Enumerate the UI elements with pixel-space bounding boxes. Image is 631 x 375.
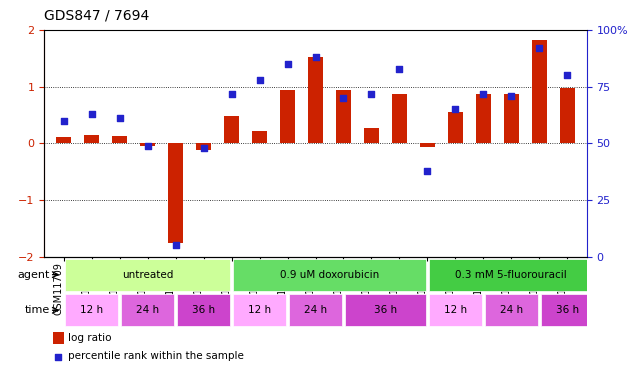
FancyBboxPatch shape xyxy=(65,259,230,291)
Text: log ratio: log ratio xyxy=(68,333,112,343)
Bar xyxy=(476,93,491,143)
FancyBboxPatch shape xyxy=(233,294,286,326)
FancyBboxPatch shape xyxy=(541,294,594,326)
Text: 12 h: 12 h xyxy=(80,305,103,315)
Bar xyxy=(392,93,407,143)
Bar xyxy=(224,116,239,143)
FancyBboxPatch shape xyxy=(345,294,426,326)
Text: percentile rank within the sample: percentile rank within the sample xyxy=(68,351,244,361)
Point xyxy=(394,66,404,72)
Point xyxy=(283,61,293,67)
Point xyxy=(170,243,180,249)
Point xyxy=(86,111,97,117)
Text: 0.9 uM doxorubicin: 0.9 uM doxorubicin xyxy=(280,270,379,280)
Text: agent: agent xyxy=(18,270,50,280)
Bar xyxy=(363,128,379,143)
Bar xyxy=(252,131,268,143)
Point xyxy=(254,77,264,83)
Bar xyxy=(280,90,295,143)
Point xyxy=(54,354,64,360)
Point xyxy=(338,95,348,101)
FancyBboxPatch shape xyxy=(233,259,426,291)
Text: 36 h: 36 h xyxy=(192,305,215,315)
Bar xyxy=(336,90,351,143)
Text: untreated: untreated xyxy=(122,270,174,280)
FancyBboxPatch shape xyxy=(429,294,482,326)
Bar xyxy=(140,143,155,146)
Bar xyxy=(56,136,71,143)
Bar xyxy=(531,40,547,143)
Point xyxy=(422,168,432,174)
FancyBboxPatch shape xyxy=(429,259,594,291)
Text: 36 h: 36 h xyxy=(374,305,397,315)
Point xyxy=(478,90,488,96)
Point xyxy=(143,142,153,148)
Bar xyxy=(504,94,519,143)
Bar xyxy=(447,112,463,143)
Point xyxy=(310,54,321,60)
Bar xyxy=(560,88,575,143)
Point xyxy=(227,90,237,96)
Text: 24 h: 24 h xyxy=(500,305,523,315)
FancyBboxPatch shape xyxy=(177,294,230,326)
Bar xyxy=(308,57,323,143)
Point xyxy=(367,90,377,96)
Point xyxy=(562,72,572,78)
Text: time: time xyxy=(25,305,50,315)
Bar xyxy=(168,143,184,243)
FancyBboxPatch shape xyxy=(121,294,174,326)
Bar xyxy=(84,135,100,143)
Point xyxy=(451,106,461,112)
Text: 24 h: 24 h xyxy=(136,305,159,315)
Bar xyxy=(196,143,211,150)
Text: 12 h: 12 h xyxy=(248,305,271,315)
Point xyxy=(59,118,69,124)
Text: 0.3 mM 5-fluorouracil: 0.3 mM 5-fluorouracil xyxy=(456,270,567,280)
Point xyxy=(534,45,545,51)
Bar xyxy=(112,136,127,143)
Point xyxy=(199,145,209,151)
FancyBboxPatch shape xyxy=(485,294,538,326)
Bar xyxy=(420,143,435,147)
Text: GDS847 / 7694: GDS847 / 7694 xyxy=(44,9,150,22)
FancyBboxPatch shape xyxy=(65,294,118,326)
Bar xyxy=(53,332,64,344)
Text: 24 h: 24 h xyxy=(304,305,327,315)
Text: 12 h: 12 h xyxy=(444,305,467,315)
FancyBboxPatch shape xyxy=(289,294,342,326)
Point xyxy=(115,116,125,122)
Point xyxy=(506,93,516,99)
Text: 36 h: 36 h xyxy=(556,305,579,315)
